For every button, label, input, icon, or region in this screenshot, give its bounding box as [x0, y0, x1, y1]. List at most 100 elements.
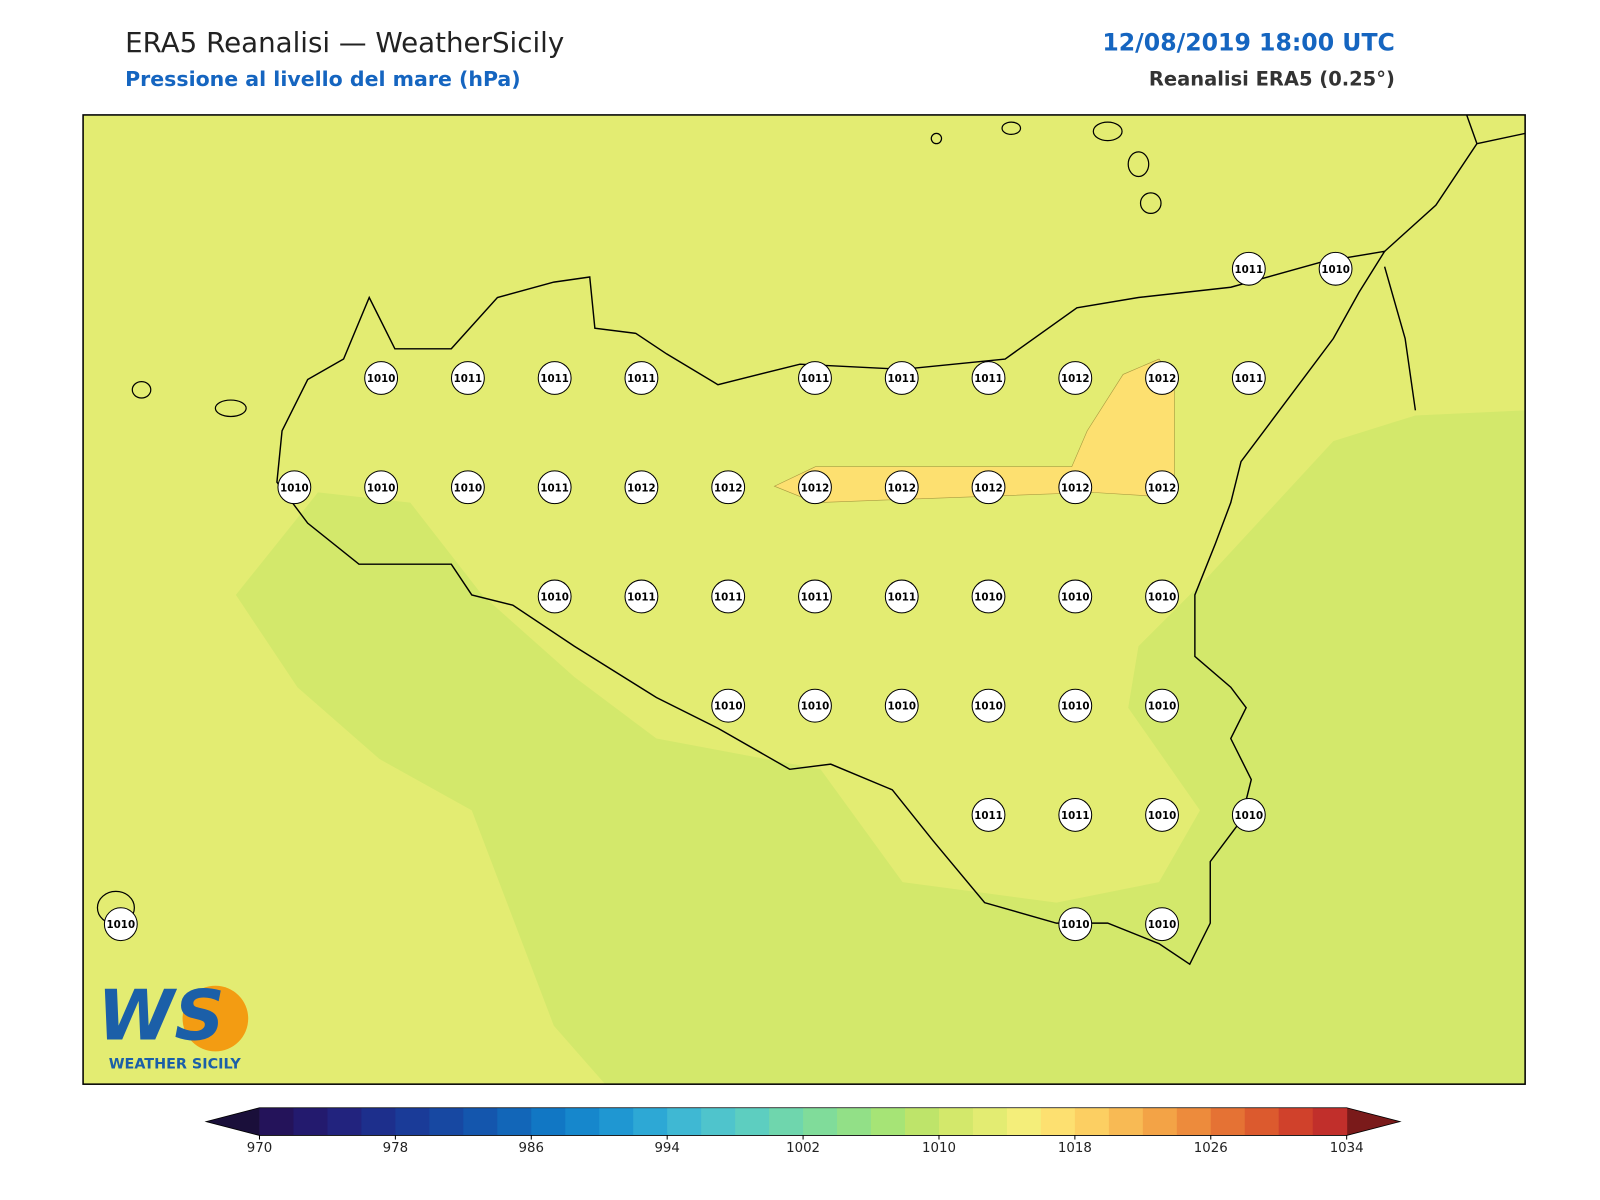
station-value: 1011 [540, 373, 569, 385]
colorbar-bin [803, 1107, 838, 1136]
islands [96, 121, 1162, 925]
colorbar-bin [531, 1107, 566, 1136]
station-marker [798, 470, 832, 505]
station-value: 1010 [1321, 264, 1350, 276]
datetime: 12/08/2019 18:00 UTC [1102, 29, 1394, 57]
station: 1011 [1058, 798, 1093, 832]
station: 1010 [103, 907, 138, 942]
colorbar-tick-label: 978 [383, 1141, 408, 1156]
station-marker [884, 470, 919, 505]
field-contour [235, 410, 1526, 1085]
colorbar-bin [1210, 1107, 1246, 1136]
station-value: 1010 [714, 701, 743, 713]
station-marker [798, 688, 832, 723]
station: 1011 [971, 361, 1006, 395]
map-frame [82, 114, 1526, 1085]
station: 1010 [1058, 907, 1093, 942]
colorbar-bin [293, 1107, 328, 1136]
station: 1010 [1145, 688, 1179, 723]
logo-sun [182, 985, 249, 1052]
station: 1011 [624, 579, 659, 614]
station-value: 1011 [1235, 373, 1264, 385]
station-marker [1058, 470, 1093, 505]
island [1001, 121, 1022, 136]
colorbar-bin [565, 1107, 600, 1136]
station-value: 1010 [801, 701, 830, 713]
station-value: 1011 [627, 373, 656, 385]
station: 1010 [450, 470, 485, 505]
station-value: 1011 [627, 592, 656, 604]
station-marker [537, 470, 572, 505]
colorbar-bin [599, 1107, 634, 1136]
station-marker [884, 688, 919, 723]
station-marker [798, 579, 832, 614]
colorbar-bin [938, 1107, 974, 1136]
colorbar-bin [837, 1107, 872, 1136]
station: 1011 [1231, 251, 1266, 286]
station: 1011 [537, 361, 572, 395]
station-marker [1318, 251, 1353, 286]
station: 1010 [537, 579, 572, 614]
station: 1011 [884, 361, 919, 395]
station: 1010 [364, 470, 399, 505]
station-marker [1145, 907, 1179, 942]
station-value: 1011 [887, 373, 916, 385]
station-marker [537, 579, 572, 614]
station-marker [1058, 798, 1093, 832]
station-value: 1012 [1148, 373, 1177, 385]
station-marker [798, 361, 832, 395]
colorbar-bin [1244, 1107, 1280, 1136]
station-value: 1010 [1061, 592, 1090, 604]
station-marker [971, 470, 1006, 505]
colorbar-tick-label: 1010 [922, 1141, 956, 1156]
station: 1011 [711, 579, 746, 614]
station-value: 1012 [1061, 373, 1090, 385]
colorbar-bin [1108, 1107, 1144, 1136]
logo-text: WEATHER SICILY [109, 1057, 242, 1073]
station-marker [884, 579, 919, 614]
station-marker [711, 470, 746, 505]
station-value: 1010 [1148, 810, 1177, 822]
station-value: 1012 [887, 482, 916, 494]
station-marker [1231, 251, 1266, 286]
colorbar-bin [1006, 1107, 1042, 1136]
station: 1012 [884, 470, 919, 505]
station: 1011 [450, 361, 485, 395]
station-value: 1012 [714, 482, 743, 494]
station: 1010 [1231, 798, 1266, 832]
station-value: 1010 [887, 701, 916, 713]
station-value: 1011 [454, 373, 483, 385]
station-value: 1011 [887, 592, 916, 604]
colorbar-extend-under [206, 1107, 260, 1136]
colorbar-bin [259, 1107, 294, 1136]
station-marker [711, 688, 746, 723]
station-marker [711, 579, 746, 614]
station: 1012 [798, 470, 832, 505]
station-marker [1145, 579, 1179, 614]
station-layer: 1011 1010 1010 1011 1011 1011 1011 1011 1011 1012… [103, 251, 1353, 942]
colorbar-bin [1312, 1107, 1348, 1136]
station-marker [971, 688, 1006, 723]
station: 1010 [711, 688, 746, 723]
station-marker [277, 470, 312, 505]
station: 1012 [1145, 470, 1179, 505]
colorbar-bin [701, 1107, 736, 1136]
station: 1010 [1145, 907, 1179, 942]
island [131, 380, 152, 399]
station-marker [971, 579, 1006, 614]
station: 1012 [1058, 361, 1093, 395]
station-marker [884, 361, 919, 395]
colorbar-bin [735, 1107, 770, 1136]
station: 1010 [1145, 798, 1179, 832]
station: 1011 [798, 579, 832, 614]
station-marker [624, 579, 659, 614]
station: 1010 [971, 579, 1006, 614]
island [1127, 151, 1150, 178]
colorbar-bin [1278, 1107, 1314, 1136]
colorbar-bin [769, 1107, 804, 1136]
station: 1010 [1318, 251, 1353, 286]
station-value: 1010 [1235, 810, 1264, 822]
colorbar-bin [1040, 1107, 1076, 1136]
station-value: 1010 [1061, 701, 1090, 713]
